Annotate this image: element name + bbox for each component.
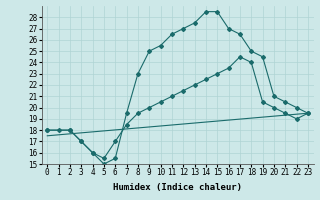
X-axis label: Humidex (Indice chaleur): Humidex (Indice chaleur) <box>113 183 242 192</box>
